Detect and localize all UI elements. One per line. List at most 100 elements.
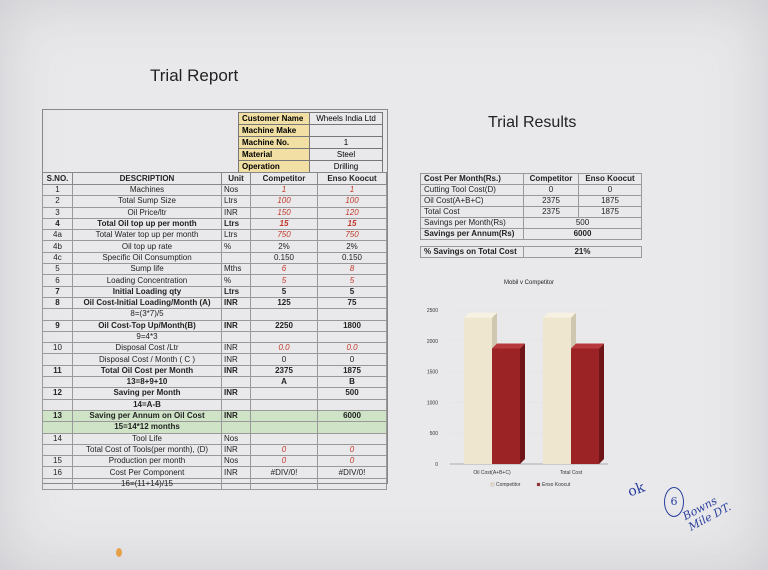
row-enso: 15 bbox=[317, 217, 387, 231]
customer-value: 1 bbox=[309, 136, 383, 149]
row-sno: 6 bbox=[42, 274, 73, 287]
pct-savings-value: 21% bbox=[523, 246, 642, 258]
row-sno: 10 bbox=[42, 342, 73, 355]
row-sno bbox=[42, 421, 73, 434]
table-row: 12 Saving per Month INR 500 bbox=[42, 387, 387, 400]
table-row: 4c Specific Oil Consumption 0.150 0.150 bbox=[42, 251, 387, 265]
row-description: Saving per Month bbox=[72, 387, 222, 400]
row-enso: 5 bbox=[317, 274, 387, 287]
results-enso: 0 bbox=[578, 184, 642, 196]
y-tick-label: 1000 bbox=[427, 400, 438, 406]
results-competitor: 2375 bbox=[523, 206, 579, 218]
row-enso: 8 bbox=[317, 263, 387, 276]
savings-month-label: Savings per Month(Rs) bbox=[420, 217, 524, 229]
bar-enso-koocut bbox=[492, 348, 520, 464]
y-tick-label: 0 bbox=[435, 462, 438, 468]
col-sno: S.NO. bbox=[42, 172, 73, 185]
table-row: 8 Oil Cost-Initial Loading/Month (A) INR 12… bbox=[42, 296, 387, 310]
row-unit: INR bbox=[221, 342, 251, 355]
row-sno: 4c bbox=[42, 251, 73, 265]
table-row: Disposal Cost / Month ( C ) INR 0 0 bbox=[42, 353, 387, 366]
row-enso: 75 bbox=[317, 296, 387, 310]
bar-side bbox=[520, 343, 525, 464]
row-competitor: 1 bbox=[250, 183, 318, 197]
handwritten-circle-number: 6 bbox=[670, 495, 678, 508]
row-sno: 4b bbox=[42, 240, 73, 253]
y-tick-label: 1500 bbox=[427, 370, 438, 376]
table-row: 7 Initial Loading qty Ltrs 5 5 bbox=[42, 285, 387, 298]
row-sno: 7 bbox=[42, 285, 73, 298]
row-sno: 1 bbox=[42, 183, 73, 197]
customer-row: Customer Name Wheels India Ltd bbox=[238, 112, 383, 125]
savings-annum-value: 6000 bbox=[523, 228, 642, 240]
row-competitor: 125 bbox=[250, 296, 318, 310]
bar-enso-koocut bbox=[571, 348, 599, 464]
table-row: 2 Total Sump Size Ltrs 100 100 bbox=[42, 195, 387, 208]
row-sno bbox=[42, 398, 73, 411]
results-label: Total Cost bbox=[420, 206, 524, 218]
row-description: Disposal Cost /Ltr bbox=[72, 342, 222, 355]
results-label: Oil Cost(A+B+C) bbox=[420, 195, 524, 207]
table-row: 6 Loading Concentration% 5 5 bbox=[42, 274, 387, 287]
bar-top bbox=[543, 312, 576, 318]
row-sno bbox=[42, 443, 73, 457]
results-row: Total Cost 2375 1875 bbox=[420, 206, 642, 218]
row-sno: 5 bbox=[42, 263, 73, 276]
table-row: 8=(3*7)/5 bbox=[42, 308, 387, 321]
row-enso: 0 bbox=[317, 455, 387, 468]
row-unit: INR bbox=[221, 364, 251, 378]
results-label: Cutting Tool Cost(D) bbox=[420, 184, 524, 196]
row-description: 14=A-B bbox=[72, 398, 222, 411]
row-enso bbox=[317, 432, 387, 445]
res-col-enso: Enso Koocut bbox=[578, 173, 642, 185]
row-description: 13=8+9+10 bbox=[72, 376, 222, 389]
row-description: Oil Cost-Top Up/Month(B) bbox=[72, 319, 222, 332]
row-enso: 1875 bbox=[317, 364, 387, 378]
customer-value: Drilling bbox=[309, 160, 383, 173]
row-sno: 3 bbox=[42, 206, 73, 219]
savings-annum-label: Savings per Annum(Rs) bbox=[420, 228, 524, 240]
row-sno: 14 bbox=[42, 432, 73, 445]
row-competitor bbox=[250, 432, 318, 445]
row-unit: % bbox=[221, 240, 251, 253]
results-row: Oil Cost(A+B+C) 2375 1875 bbox=[420, 195, 642, 207]
row-competitor: 2% bbox=[250, 240, 318, 253]
row-enso: 100 bbox=[317, 195, 387, 208]
row-unit: INR bbox=[221, 409, 251, 423]
table-row: 4a Total Water top up per month Ltrs 750 750 bbox=[42, 229, 387, 242]
row-unit bbox=[221, 251, 251, 265]
row-sno: 9 bbox=[42, 319, 73, 332]
row-unit: INR bbox=[221, 353, 251, 366]
row-enso: 0.0 bbox=[317, 342, 387, 355]
table-row: 15 Production per month Nos 0 0 bbox=[42, 455, 387, 468]
row-competitor bbox=[250, 398, 318, 411]
row-competitor: 750 bbox=[250, 229, 318, 242]
row-enso: 0 bbox=[317, 443, 387, 457]
results-enso: 1875 bbox=[578, 206, 642, 218]
customer-row: Machine Make bbox=[238, 124, 383, 137]
paper-stain bbox=[116, 548, 122, 557]
row-description: 16=(11+14)/15 bbox=[72, 477, 222, 491]
row-description: Oil top up rate bbox=[72, 240, 222, 253]
row-enso: 120 bbox=[317, 206, 387, 219]
savings-chart: Mobil v Competitor 0 500 1000 1500 2000 2500 Oi… bbox=[427, 280, 608, 488]
row-unit bbox=[221, 421, 251, 434]
row-unit bbox=[221, 330, 251, 344]
table-row: 1 Machines Nos 1 1 bbox=[42, 183, 387, 197]
row-competitor: 15 bbox=[250, 217, 318, 231]
table-row: 15=14*12 months bbox=[42, 421, 387, 434]
handwritten-circle: 6 bbox=[664, 487, 684, 517]
row-unit: Ltrs bbox=[221, 285, 251, 298]
trial-table: S.NO. DESCRIPTION Unit Competitor Enso K… bbox=[42, 172, 387, 491]
customer-value: Wheels India Ltd bbox=[309, 112, 383, 125]
row-enso bbox=[317, 308, 387, 321]
row-sno bbox=[42, 308, 73, 321]
row-description: Initial Loading qty bbox=[72, 285, 222, 298]
results-competitor: 2375 bbox=[523, 195, 579, 207]
row-unit: INR bbox=[221, 296, 251, 310]
row-unit: Nos bbox=[221, 455, 251, 468]
row-competitor bbox=[250, 409, 318, 423]
customer-value bbox=[309, 124, 383, 137]
row-unit: INR bbox=[221, 387, 251, 400]
bar-top bbox=[464, 312, 497, 318]
